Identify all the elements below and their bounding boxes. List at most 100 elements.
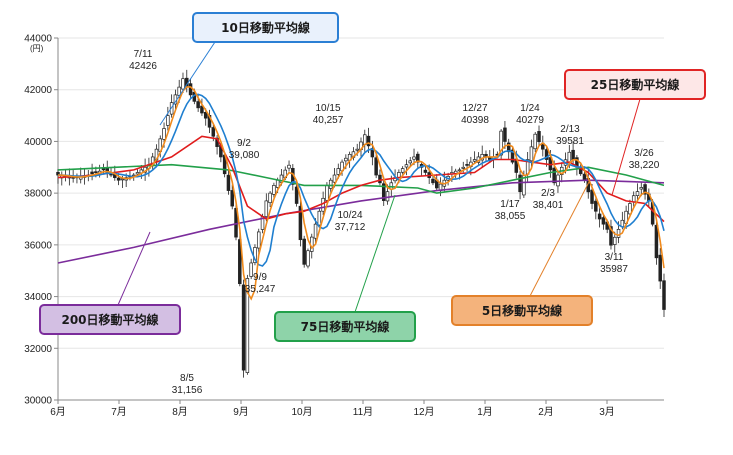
x-tick-label: 12月 [413,406,434,418]
annotation-value: 37,712 [335,222,366,233]
series-line-75-day [57,163,665,194]
candle-body [578,168,583,175]
callout-box [274,311,416,342]
candle-body [510,149,515,163]
x-tick-label: 1月 [477,406,493,418]
candle-body [317,210,322,226]
series-line-200-day [57,179,665,264]
x-tick-label: 6月 [50,406,66,418]
candle-body [404,164,409,168]
candle-body [385,191,390,202]
candle-body [416,153,420,163]
candle-body [537,131,541,143]
candle-body [374,157,378,176]
candle-body [135,172,140,175]
candle-body [658,254,662,282]
annotation-date: 9/9 [253,272,267,283]
candle-body [241,284,246,371]
candle-body [533,133,537,150]
callout-layer: 10日移動平均線 25日移動平均線 200日移動平均線 75日移動平均線 5日移動平均線 [39,12,706,342]
annotation-value: 39,080 [229,150,260,161]
candle-body [234,208,238,238]
series-line-10-day [57,93,665,267]
x-tick-label: 3月 [599,406,615,418]
annotation-date: 1/24 [520,103,540,114]
candle-body [120,178,125,181]
candle-body [230,190,234,207]
callout-label: 75日移動平均線 [301,319,390,334]
candle-body [389,182,394,190]
candle-body [457,169,462,172]
callout-box [564,69,706,100]
candle-body [211,127,216,137]
callout-label: 25日移動平均線 [591,77,680,92]
y-tick-label: 32000 [24,344,52,355]
candle-body [582,173,587,181]
annotation-date: 12/27 [462,103,487,114]
x-tick-label: 10月 [291,406,312,418]
callout-leader-line [159,41,216,126]
candle-body [188,83,193,96]
y-tick-label: 42000 [24,85,52,96]
candle-body [639,187,644,190]
candle-body [275,179,280,188]
annotation-date: 7/11 [134,49,153,60]
y-tick-label: 36000 [24,240,52,251]
candle-body [203,112,208,119]
candle-body [594,200,598,212]
y-unit-label: (円) [30,44,44,53]
annotation-date: 10/24 [337,210,362,221]
annotation-date: 3/11 [605,252,624,263]
candle-body [567,151,572,163]
annotation-value: 40398 [461,115,489,126]
callout-label: 10日移動平均線 [221,20,310,35]
candle-body [472,159,477,162]
callout-box [451,295,593,326]
candle-body [654,224,659,259]
x-tick-label: 2月 [538,406,554,418]
candle-body [116,177,121,181]
candle-body [325,185,329,201]
candle-body [366,135,371,147]
candle-body [200,105,204,114]
candle-body [256,231,261,249]
candle-body [613,236,617,245]
annotation-value: 35,247 [245,284,276,295]
candle-body [196,101,200,109]
candle-body [597,213,602,220]
candle-body [166,115,170,126]
candle-body [313,223,318,239]
candle-body [162,128,166,140]
candle-body [363,134,367,145]
x-tick-label: 8月 [172,406,188,418]
annotation-value: 31,156 [172,385,203,396]
candle-body [226,174,231,191]
candle-body [465,164,469,166]
annotation-date: 8/5 [180,373,194,384]
candle-body [238,239,242,284]
x-tick-label: 7月 [111,406,127,418]
annotation-date: 9/2 [237,138,251,149]
candle-body [400,168,405,173]
candle-body [609,226,613,246]
candle-body [431,178,435,184]
candle-body [628,203,632,215]
y-tick-label: 30000 [24,396,52,407]
candle-body [616,228,621,238]
candle-body [643,184,647,195]
candle-body [378,174,382,184]
candle-body [332,174,337,183]
candle-body [552,167,556,184]
candle-body [412,156,416,160]
candle-body [529,146,534,162]
candle-body [423,169,428,173]
candle-body [499,130,503,156]
candle-body [272,185,276,195]
candle-body [169,102,174,115]
lines-layer [57,86,665,301]
annotation-date: 2/3 [541,188,555,199]
callout-label: 200日移動平均線 [61,312,158,327]
candle-body [336,168,341,175]
candle-body [344,157,348,162]
